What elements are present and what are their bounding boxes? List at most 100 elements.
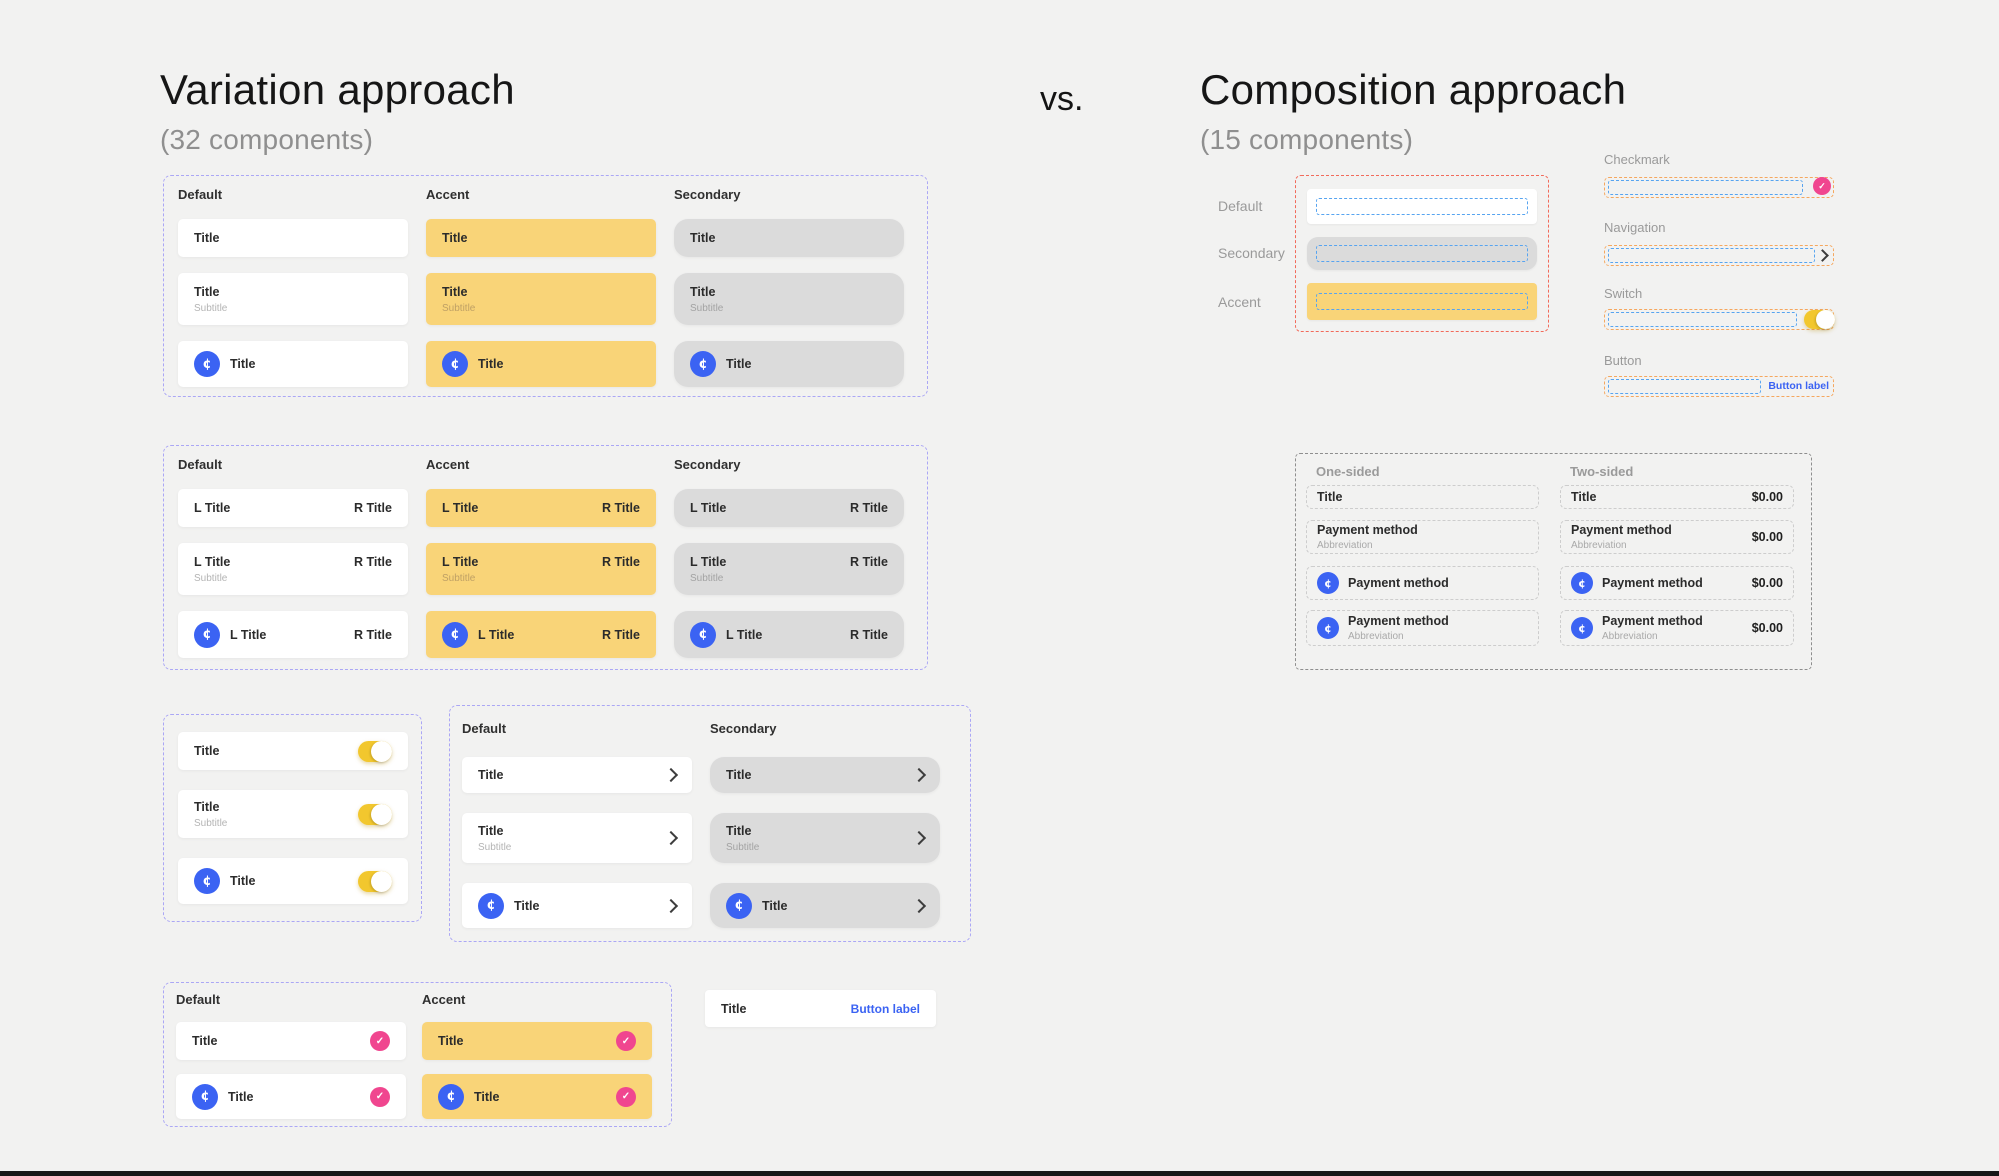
coin-icon: ¢: [194, 868, 220, 894]
list-item-icon-lr[interactable]: ¢ L Title R Title: [674, 611, 904, 658]
coin-icon: ¢: [690, 621, 716, 648]
list-item-icon-title[interactable]: ¢ Title: [674, 341, 904, 387]
composed-row-title-abbr[interactable]: Payment method Abbreviation: [1306, 520, 1539, 554]
base-card-secondary[interactable]: [1307, 237, 1537, 270]
text-stack: L Title R Title Subtitle: [194, 555, 392, 584]
column-header-secondary: Secondary: [710, 721, 777, 736]
chevron-right-icon[interactable]: [911, 830, 927, 846]
nav-item-icon-title[interactable]: ¢ Title: [462, 883, 692, 928]
list-item-title-subtitle[interactable]: Title Subtitle: [178, 273, 408, 325]
list-item-icon-lr[interactable]: ¢ L Title R Title: [426, 611, 656, 658]
composed-row-icon-title-abbr[interactable]: ¢ Payment method Abbreviation: [1306, 610, 1539, 646]
checkmark-icon[interactable]: ✓: [616, 1031, 636, 1051]
card-title: Title: [442, 231, 468, 245]
row-title: Payment method: [1602, 614, 1703, 628]
coin-icon: ¢: [442, 351, 468, 377]
chevron-right-icon[interactable]: [911, 767, 927, 783]
chevron-right-icon[interactable]: [1816, 249, 1829, 262]
check-item-title[interactable]: Title ✓: [422, 1022, 652, 1060]
list-item-title[interactable]: Title: [426, 219, 656, 257]
button-label-link[interactable]: Button label: [850, 1001, 920, 1016]
composed-row-title-amount[interactable]: Title $0.00: [1560, 485, 1794, 509]
check-item-icon-title[interactable]: ¢ Title ✓: [176, 1074, 406, 1119]
composed-row-icon-title-amount[interactable]: ¢ Payment method $0.00: [1560, 566, 1794, 600]
nav-item-title[interactable]: Title: [462, 757, 692, 793]
row-amount: $0.00: [1751, 530, 1783, 544]
switch-item-title-subtitle[interactable]: Title Subtitle: [178, 790, 408, 838]
list-item-lr-subtitle[interactable]: L Title R Title Subtitle: [674, 543, 904, 595]
switch-item-icon-title[interactable]: ¢ Title: [178, 858, 408, 904]
chevron-right-icon[interactable]: [663, 767, 679, 783]
card-title: Title: [194, 231, 220, 245]
nav-item-icon-title[interactable]: ¢ Title: [710, 883, 940, 928]
row-subtitle: Abbreviation: [1317, 540, 1373, 551]
column-header-default: Default: [176, 992, 221, 1007]
row-amount: $0.00: [1751, 490, 1783, 504]
list-item-lr-subtitle[interactable]: L Title R Title Subtitle: [426, 543, 656, 595]
switch-toggle[interactable]: [358, 740, 392, 762]
list-item-lr-subtitle[interactable]: L Title R Title Subtitle: [178, 543, 408, 595]
content-slot: [1608, 180, 1803, 195]
button-row-card[interactable]: Title Button label: [705, 990, 936, 1027]
coin-icon: ¢: [1317, 617, 1339, 639]
coin-icon: ¢: [478, 892, 504, 919]
card-title: Title: [230, 874, 256, 888]
column-default: Default Title Title Subtitle ¢ Title: [462, 720, 692, 928]
column-header-secondary: Secondary: [674, 457, 741, 472]
chevron-right-icon[interactable]: [663, 898, 679, 913]
switch-toggle[interactable]: [358, 803, 392, 825]
list-item-title[interactable]: Title: [674, 219, 904, 257]
row-title: Title: [1317, 490, 1343, 504]
nav-item-title[interactable]: Title: [710, 757, 940, 793]
list-item-title-subtitle[interactable]: Title Subtitle: [674, 273, 904, 325]
switch-toggle[interactable]: [358, 870, 392, 892]
checkmark-icon[interactable]: ✓: [616, 1086, 636, 1107]
composed-row-icon-title[interactable]: ¢ Payment method: [1306, 566, 1539, 600]
list-item-icon-title[interactable]: ¢ Title: [426, 341, 656, 387]
checkmark-icon[interactable]: ✓: [1813, 177, 1831, 195]
left-title: L Title: [442, 501, 479, 515]
comp-label-accent: Accent: [1218, 294, 1261, 310]
coin-icon: ¢: [194, 351, 220, 377]
check-item-icon-title[interactable]: ¢ Title ✓: [422, 1074, 652, 1119]
switch-item-title[interactable]: Title: [178, 732, 408, 770]
nav-item-title-subtitle[interactable]: Title Subtitle: [710, 813, 940, 863]
two-sided-header: Two-sided: [1570, 464, 1634, 479]
card-subtitle: Subtitle: [726, 841, 760, 853]
right-title: R Title: [850, 627, 888, 642]
nav-item-title-subtitle[interactable]: Title Subtitle: [462, 813, 692, 863]
button-label-link[interactable]: Button label: [1768, 380, 1829, 392]
composition-title: Composition approach: [1200, 66, 1627, 113]
card-title: Title: [690, 284, 716, 299]
row-title: Payment method: [1317, 523, 1418, 537]
list-item-title[interactable]: Title: [178, 219, 408, 257]
base-card-accent[interactable]: [1307, 283, 1537, 320]
switch-toggle[interactable]: [1804, 310, 1835, 329]
chevron-right-icon[interactable]: [911, 898, 927, 913]
card-title: Title: [478, 768, 504, 782]
left-title: L Title: [230, 627, 267, 642]
chevron-right-icon[interactable]: [663, 830, 679, 846]
base-card-default[interactable]: [1307, 189, 1537, 224]
list-item-lr[interactable]: L Title R Title: [426, 489, 656, 527]
list-item-title-subtitle[interactable]: Title Subtitle: [426, 273, 656, 325]
card-title: Title: [726, 357, 752, 371]
composed-row-title[interactable]: Title: [1306, 485, 1539, 509]
composed-row-title-abbr-amount[interactable]: Payment method Abbreviation $0.00: [1560, 520, 1794, 554]
card-title: Title: [726, 823, 752, 838]
lr-line: L Title R Title: [690, 501, 888, 515]
checkmark-icon[interactable]: ✓: [370, 1086, 390, 1107]
list-item-icon-lr[interactable]: ¢ L Title R Title: [178, 611, 408, 658]
text-stack: Payment method Abbreviation: [1602, 614, 1703, 642]
list-item-lr[interactable]: L Title R Title: [178, 489, 408, 527]
check-item-title[interactable]: Title ✓: [176, 1022, 406, 1060]
column-accent: Accent Title Title Subtitle ¢ Title: [426, 186, 656, 387]
column-header-secondary: Secondary: [674, 187, 741, 202]
left-title: L Title: [726, 627, 763, 642]
composed-row-icon-title-abbr-amount[interactable]: ¢ Payment method Abbreviation $0.00: [1560, 610, 1794, 646]
list-item-icon-title[interactable]: ¢ Title: [178, 341, 408, 387]
column-secondary: Secondary L Title R Title L Title R Title S…: [674, 456, 904, 659]
left-title: L Title: [194, 554, 231, 569]
list-item-lr[interactable]: L Title R Title: [674, 489, 904, 527]
checkmark-icon[interactable]: ✓: [370, 1031, 390, 1051]
